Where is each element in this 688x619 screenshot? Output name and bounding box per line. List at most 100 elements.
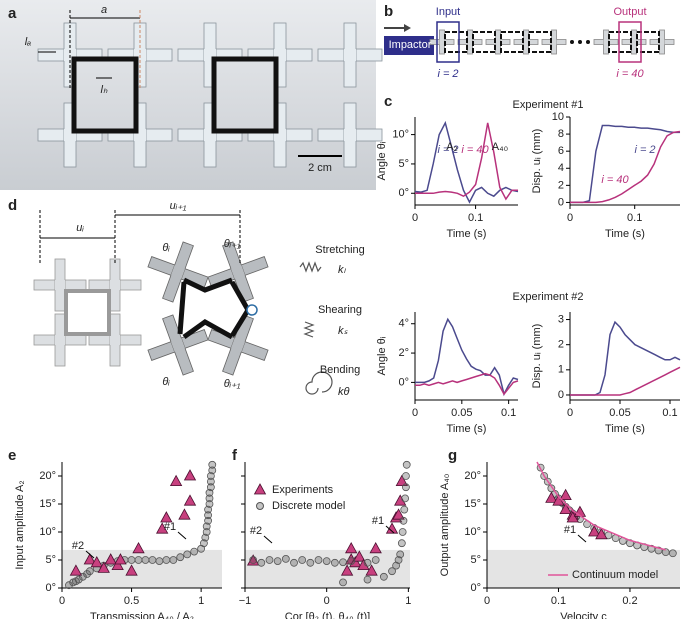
- triangle-point: [160, 511, 173, 523]
- impactor: [384, 36, 434, 55]
- triangle-point: [90, 555, 103, 568]
- circle-point: [298, 556, 307, 564]
- y-tick-label: 0: [558, 196, 564, 208]
- index-label: i = 2: [437, 68, 458, 80]
- cross-core: [603, 39, 609, 45]
- circle-point: [202, 528, 211, 536]
- y-tick-label: 2°: [398, 347, 409, 359]
- triangle-point: [369, 541, 382, 554]
- circle-point: [257, 558, 266, 567]
- y-tick-label: 5°: [45, 554, 56, 566]
- triangle-point: [394, 494, 407, 506]
- cross-core: [110, 335, 120, 345]
- circle-point: [363, 558, 372, 567]
- y-tick-label: 8: [558, 128, 564, 140]
- circle-point: [204, 516, 212, 525]
- panel-label: d: [8, 197, 17, 214]
- triangle-point: [588, 525, 601, 537]
- circle-point: [205, 500, 214, 508]
- cell: [444, 31, 468, 53]
- cell: [472, 31, 496, 53]
- series-line: [570, 366, 681, 396]
- x-tick-label: 0.1: [662, 407, 677, 419]
- circle-point: [290, 558, 298, 567]
- triangle-point: [545, 491, 558, 503]
- y-tick-label: 15°: [39, 498, 56, 510]
- cross: [88, 313, 142, 367]
- triangle-point: [345, 541, 358, 554]
- triangle-point: [183, 469, 197, 481]
- series-line: [415, 122, 518, 201]
- cross-core: [344, 49, 356, 61]
- hinge-bars: [177, 277, 251, 340]
- panel-label: c: [384, 93, 392, 110]
- series-label: i = 40: [601, 174, 629, 186]
- series-line: [570, 124, 680, 204]
- circle-point: [400, 505, 409, 514]
- photo-lattice: [37, 10, 383, 168]
- cross: [593, 29, 619, 55]
- annotation-arrow: [577, 534, 587, 543]
- displacement-label: uᵢ₊₁: [170, 200, 187, 212]
- cross-core: [523, 39, 529, 45]
- cross: [649, 29, 675, 55]
- circle-point: [363, 575, 372, 584]
- series-line: [415, 372, 519, 396]
- spring-label: Shearing: [318, 304, 362, 316]
- x-tick-label: 0.05: [451, 407, 472, 419]
- y-tick-label: 6: [558, 145, 564, 157]
- cross-core: [55, 280, 65, 290]
- triangle-point: [178, 508, 191, 520]
- circle-point: [141, 556, 150, 564]
- angle-label: θᵢ₊₁: [224, 238, 241, 250]
- circle-point: [322, 557, 331, 566]
- circle-point: [183, 550, 192, 559]
- y-tick-label: 3: [558, 313, 564, 325]
- circle-point: [371, 556, 380, 564]
- annotation: #1: [164, 521, 176, 533]
- x-axis-label: Time (s): [605, 423, 645, 435]
- x-tick-label: 0.5: [124, 595, 139, 607]
- series-line: [570, 130, 681, 204]
- triangle-point: [357, 558, 370, 570]
- y-tick-label: 5°: [470, 554, 481, 566]
- cross-core: [110, 280, 120, 290]
- photo-background: [0, 0, 376, 190]
- arrow-head: [404, 24, 411, 32]
- y-tick-label: 10°: [39, 526, 56, 538]
- cross: [88, 258, 142, 312]
- displacement-label: uᵢ: [76, 222, 84, 234]
- cell: [64, 289, 111, 336]
- impactor-label: Impactor: [389, 39, 432, 51]
- spring-constant: kₗ: [338, 264, 347, 276]
- cross-core: [631, 39, 637, 45]
- circle-point: [347, 557, 356, 566]
- y-axis-label: Angle θᵢ: [376, 336, 388, 375]
- circle-point: [668, 549, 677, 558]
- series-label: i = 2: [437, 144, 458, 156]
- circle-point: [208, 466, 217, 475]
- series-label: i = 2: [634, 144, 655, 156]
- angle-label: θᵢ: [162, 242, 170, 254]
- cross-core: [495, 39, 501, 45]
- triangle-point: [132, 541, 145, 554]
- diagram-d: [33, 210, 333, 395]
- y-tick-label: 0°: [398, 376, 409, 388]
- x-tick-label: 0.1: [627, 212, 642, 224]
- y-tick-label: 5°: [398, 158, 409, 170]
- input-label: Input: [436, 6, 460, 18]
- y-axis-label: Input amplitude A₂: [14, 480, 26, 569]
- y-tick-label: 2: [558, 339, 564, 351]
- legend-label: Continuum model: [572, 569, 658, 581]
- triangle-point: [111, 558, 124, 570]
- x-axis-label: Velocity c: [560, 611, 607, 619]
- circle-point: [273, 557, 282, 566]
- x-tick-label: 1: [405, 595, 411, 607]
- cross-core: [170, 337, 186, 353]
- spring-label: Stretching: [315, 244, 365, 256]
- circle-point: [208, 460, 217, 469]
- index-label: i = 40: [616, 68, 644, 80]
- annotation-arrow: [385, 525, 395, 534]
- series-label: i = 40: [461, 144, 489, 156]
- x-axis-label: Time (s): [605, 228, 645, 240]
